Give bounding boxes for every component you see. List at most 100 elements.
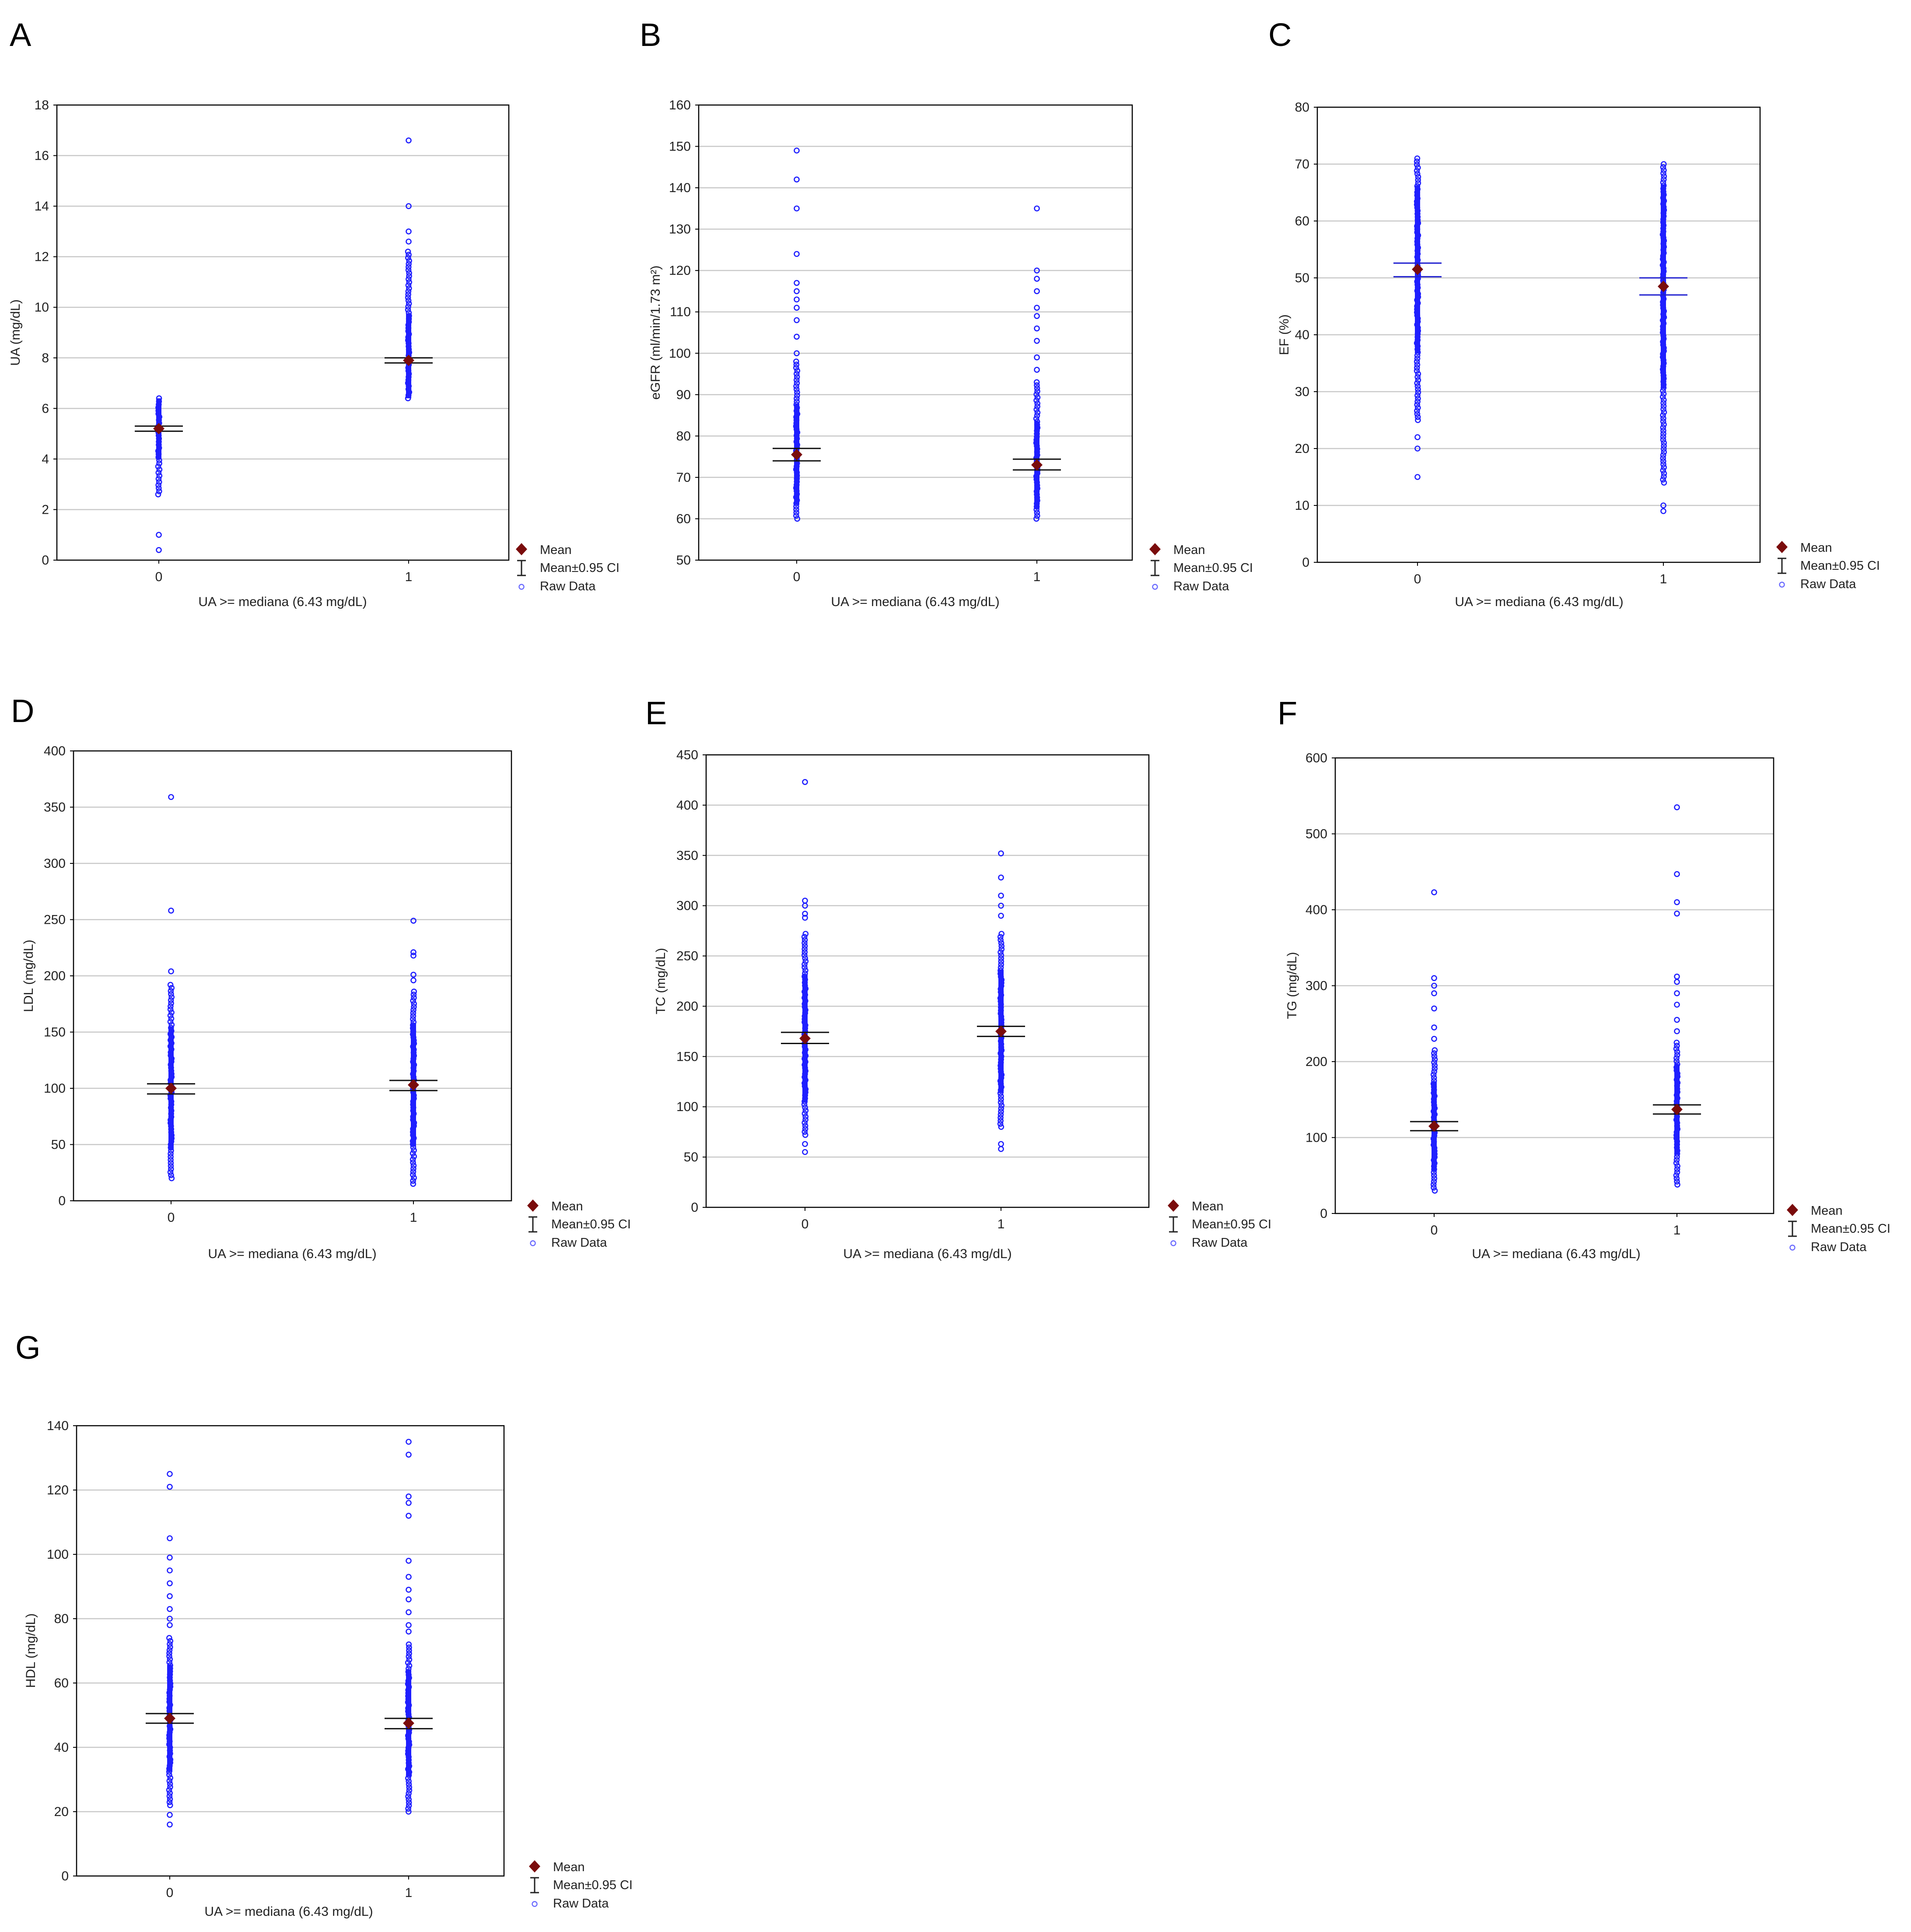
raw-data-point [1414, 365, 1420, 371]
raw-data-point [167, 1018, 174, 1025]
raw-data-point [410, 1007, 416, 1013]
y-tick-label: 400 [676, 798, 698, 813]
series-f-0 [1410, 889, 1458, 1194]
raw-data-point [1660, 406, 1666, 412]
y-tick-label: 60 [676, 512, 691, 526]
raw-data-point [410, 992, 417, 998]
raw-data-point [167, 1781, 173, 1787]
raw-data-point [168, 1150, 174, 1157]
raw-data-point [406, 1790, 412, 1797]
raw-data-point [794, 398, 800, 405]
raw-data-point [406, 270, 412, 276]
raw-data-point [168, 1157, 174, 1163]
legend: Mean Mean±0.95 CI Raw Data [1787, 1204, 1890, 1254]
raw-data-outlier [794, 350, 800, 357]
raw-data-point [410, 1150, 416, 1157]
raw-data-point [1660, 461, 1666, 467]
raw-data-outlier [1034, 288, 1040, 295]
panel-letter: E [645, 695, 667, 731]
raw-data-point [411, 989, 417, 995]
panel-letter: F [1278, 695, 1297, 731]
raw-data-point [794, 380, 800, 386]
mean-marker [1031, 459, 1043, 471]
plot-frame [73, 750, 512, 1202]
raw-data-point [405, 1806, 411, 1812]
raw-data-outlier [406, 137, 412, 144]
raw-data-point [1673, 1175, 1680, 1182]
raw-data-outlier [406, 1557, 412, 1564]
raw-data-point [794, 389, 800, 396]
raw-data-outlier [998, 912, 1004, 919]
y-tick-label: 0 [58, 1194, 66, 1208]
raw-data-outlier [794, 288, 800, 295]
plot-frame [698, 104, 1133, 561]
raw-data-point [406, 258, 413, 264]
legend-raw-label: Raw Data [540, 579, 596, 593]
y-tick-label: 60 [1295, 214, 1309, 228]
raw-data-outlier [1431, 990, 1437, 996]
raw-data-point [410, 1156, 416, 1163]
raw-data-point [1033, 397, 1040, 403]
raw-data-point [1033, 415, 1040, 422]
raw-data-outlier [1674, 1028, 1680, 1034]
raw-data-point [155, 476, 162, 482]
raw-data-point [1432, 1056, 1438, 1062]
raw-data-point [167, 1656, 173, 1662]
raw-data-point [793, 358, 799, 365]
raw-data-outlier [406, 1500, 412, 1506]
raw-data-outlier [410, 952, 416, 959]
raw-data-point [405, 282, 412, 288]
raw-data-outlier [1414, 474, 1421, 480]
raw-data-point [405, 267, 412, 273]
raw-data-outlier [794, 333, 800, 340]
y-tick-label: 80 [1295, 100, 1309, 115]
raw-data-point [1415, 177, 1421, 183]
raw-data-point [1414, 368, 1420, 374]
mean-marker [1671, 1104, 1683, 1115]
raw-data-point [410, 1171, 416, 1178]
y-tick-label: 6 [42, 401, 49, 416]
raw-data-outlier [794, 296, 800, 303]
raw-data-point [1660, 412, 1666, 418]
raw-data-outlier [406, 228, 412, 235]
raw-data-point [793, 377, 800, 383]
raw-data-point [793, 371, 800, 377]
raw-data-outlier [167, 1535, 173, 1542]
raw-data-point [1673, 1058, 1680, 1064]
series-a-1 [385, 137, 433, 402]
panel-letter: A [10, 17, 32, 53]
raw-data-outlier [167, 1812, 173, 1818]
y-tick-label: 600 [1306, 751, 1327, 765]
series-d-0 [147, 794, 195, 1182]
raw-data-point [998, 931, 1004, 937]
mean-marker [164, 1712, 175, 1724]
raw-data-outlier [1431, 1024, 1437, 1031]
legend-mean-icon [1787, 1204, 1798, 1216]
raw-data-point [410, 1178, 416, 1184]
raw-data-point [166, 1772, 172, 1778]
raw-data-point [1431, 1185, 1437, 1191]
raw-data-outlier [794, 280, 800, 286]
raw-data-point [155, 463, 161, 470]
raw-data-point [802, 1126, 808, 1132]
raw-data-point [1033, 379, 1040, 386]
y-tick-label: 100 [669, 346, 691, 361]
y-axis-label: TG (mg/dL) [1285, 952, 1299, 1019]
y-tick-label: 14 [35, 199, 49, 214]
raw-data-point [406, 1644, 412, 1651]
raw-data-outlier [406, 203, 412, 209]
raw-data-point [802, 1132, 808, 1138]
legend-mean-label: Mean [553, 1860, 585, 1874]
chart-panel-c: C 0 10 20 30 40 50 60 70 80 0 1 UA >= mediana (6.43 … [1268, 17, 1880, 609]
raw-data-point [406, 1787, 413, 1794]
raw-data-outlier [1674, 910, 1680, 917]
y-tick-label: 100 [44, 1081, 66, 1096]
raw-data-point [406, 1662, 413, 1669]
raw-data-point [1660, 403, 1667, 409]
series-b-0 [773, 147, 821, 522]
legend-raw-icon [1152, 584, 1158, 590]
raw-data-point [1673, 1045, 1680, 1052]
raw-data-point [406, 285, 412, 291]
mean-marker [165, 1083, 177, 1094]
y-tick-label: 200 [44, 969, 66, 983]
